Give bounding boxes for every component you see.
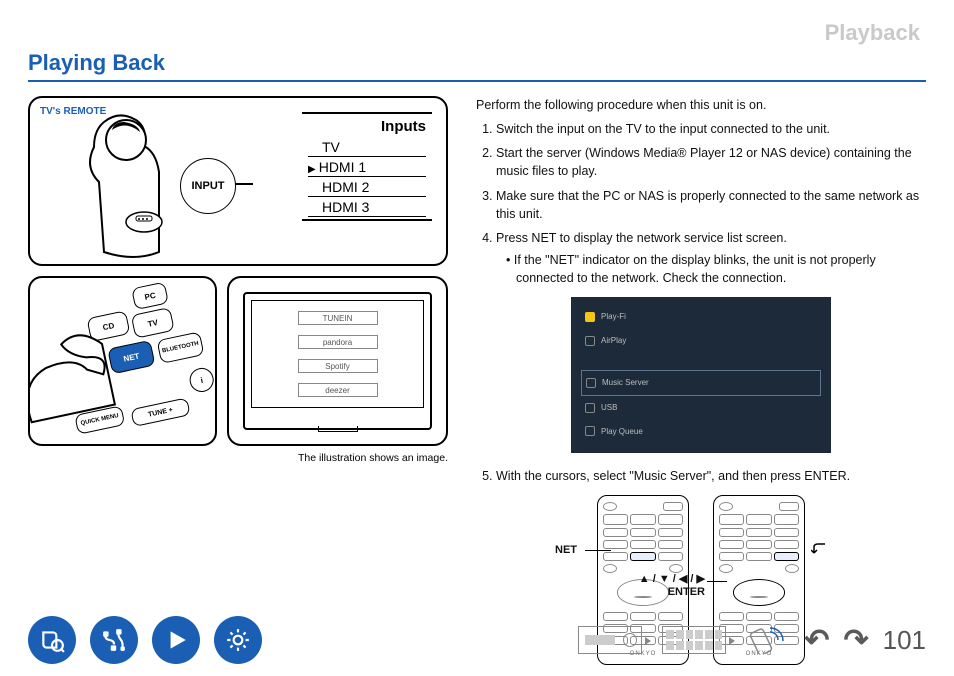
nav-play-icon[interactable] [152, 616, 200, 664]
remote-key-info: i [187, 366, 215, 394]
service-pandora: pandora [298, 335, 378, 349]
input-row: HDMI 3 [308, 197, 426, 217]
remote-key-pc: PC [131, 282, 169, 311]
input-callout: INPUT [180, 158, 236, 214]
device-remote-icon[interactable] [746, 626, 790, 654]
net-item-play-queue: Play Queue [581, 420, 821, 444]
illustration-caption: The illustration shows an image. [28, 452, 448, 464]
tv-screen-panel: TUNEIN pandora Spotify deezer [227, 276, 448, 446]
net-item-playfi: Play-Fi [581, 305, 821, 329]
inputs-title: Inputs [308, 118, 426, 135]
label-cursor-enter: ▲ / ▼ / ◀ / ▶ ENTER [637, 573, 705, 599]
nav-manual-icon[interactable] [28, 616, 76, 664]
intro-text: Perform the following procedure when thi… [476, 96, 926, 114]
net-item-airplay: AirPlay [581, 329, 821, 353]
input-row: TV [308, 137, 426, 157]
page-title: Playing Back [28, 50, 926, 82]
nav-cables-icon[interactable] [90, 616, 138, 664]
step-4-sub: If the "NET" indicator on the display bl… [506, 251, 926, 287]
next-page-arrow[interactable]: ↷ [843, 623, 868, 658]
section-header: Playback [28, 20, 926, 46]
remote-closeup-panel: PC CD TV NET BLUETOOTH Q QUICK MENU TUNE… [28, 276, 217, 446]
net-item-music-server: Music Server [581, 370, 821, 396]
prev-page-arrow[interactable]: ↶ [804, 623, 829, 658]
device-receiver-front-icon[interactable] [578, 626, 642, 654]
device-receiver-rear-icon[interactable] [662, 626, 726, 654]
illustration-top-panel: TV's REMOTE INPUT Inputs TV HDMI 1 HDMI … [28, 96, 448, 266]
remote-key-tv: TV [131, 307, 175, 339]
person-holding-remote-illustration [64, 112, 194, 262]
tv-inputs-menu: Inputs TV HDMI 1 HDMI 2 HDMI 3 [302, 112, 432, 221]
step-3: Make sure that the PC or NAS is properly… [496, 187, 926, 223]
nav-settings-icon[interactable] [214, 616, 262, 664]
remote-key-bluetooth: BLUETOOTH [156, 331, 204, 364]
step-1: Switch the input on the TV to the input … [496, 120, 926, 138]
service-deezer: deezer [298, 383, 378, 397]
net-item-usb: USB [581, 396, 821, 420]
service-spotify: Spotify [298, 359, 378, 373]
step-5: With the cursors, select "Music Server",… [496, 467, 926, 485]
input-row-selected: HDMI 1 [308, 157, 426, 177]
step-2: Start the server (Windows Media® Player … [496, 144, 926, 180]
hand-pressing-illustration [28, 310, 148, 443]
network-service-screen: Play-Fi AirPlay Music Server USB Play Qu… [571, 297, 831, 453]
input-row: HDMI 2 [308, 177, 426, 197]
page-number: 101 [883, 625, 926, 656]
label-net: NET [555, 543, 577, 559]
step-4: Press NET to display the network service… [496, 229, 926, 287]
return-icon [811, 543, 829, 557]
service-tunein: TUNEIN [298, 311, 378, 325]
